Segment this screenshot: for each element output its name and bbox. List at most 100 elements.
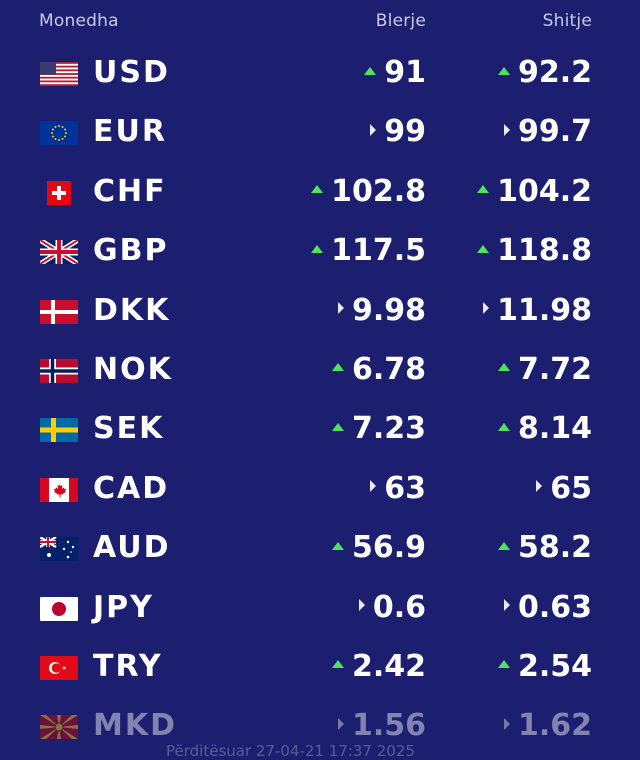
trend-unchanged-icon xyxy=(337,302,344,315)
trend-up-icon xyxy=(497,660,510,669)
trend-unchanged-icon xyxy=(503,717,510,730)
currency-row-mkd: MKD 1.56 1.62 xyxy=(0,697,640,756)
trend-unchanged-icon xyxy=(503,599,510,612)
sell-rate-value: 92.2 xyxy=(517,55,592,90)
currency-row-usd: USD 91 92.2 xyxy=(0,44,640,103)
sell-rate-value: 65 xyxy=(550,470,592,506)
sell-rate-value: 7.72 xyxy=(517,351,592,387)
trend-up-icon xyxy=(497,541,510,550)
sell-rate: 0.63 xyxy=(503,589,592,625)
currency-code: GBP xyxy=(93,233,169,269)
trend-up-icon xyxy=(497,363,510,372)
se-flag-icon xyxy=(40,418,78,443)
currency-code: AUD xyxy=(93,530,171,566)
currency-code: MKD xyxy=(93,708,178,744)
mk-flag-icon xyxy=(40,715,78,740)
trend-up-icon xyxy=(477,244,490,253)
currency-code: CHF xyxy=(93,173,167,209)
currency-row-sek: SEK 7.23 8.14 xyxy=(0,400,640,459)
currency-code: USD xyxy=(93,55,170,90)
sell-rate-value: 118.8 xyxy=(497,233,592,269)
buy-rate: 63 xyxy=(370,471,426,506)
currency-column-header: Monedha xyxy=(39,11,119,31)
currency-row-dkk: DKK 9.98 11.98 xyxy=(0,282,640,341)
gb-flag-icon xyxy=(40,240,78,265)
sell-rate: 104.2 xyxy=(477,174,592,209)
currency-row-aud: AUD 56.9 58.2 xyxy=(0,519,640,578)
trend-unchanged-icon xyxy=(370,123,377,136)
sell-rate: 11.98 xyxy=(483,293,592,328)
trend-up-icon xyxy=(364,66,377,75)
no-flag-icon xyxy=(40,358,78,383)
buy-rate-value: 56.9 xyxy=(351,530,426,566)
trend-unchanged-icon xyxy=(370,480,377,493)
currency-row-nok: NOK 6.78 7.72 xyxy=(0,341,640,400)
trend-up-icon xyxy=(497,66,510,75)
sell-rate: 65 xyxy=(536,471,592,506)
trend-up-icon xyxy=(331,541,344,550)
buy-rate-value: 9.98 xyxy=(351,292,426,328)
trend-up-icon xyxy=(331,363,344,372)
sell-rate: 8.14 xyxy=(497,411,592,447)
sell-rate: 118.8 xyxy=(477,233,592,268)
dk-flag-icon xyxy=(40,299,78,324)
buy-rate-value: 117.5 xyxy=(331,233,426,269)
buy-rate-value: 0.6 xyxy=(372,589,426,625)
trend-up-icon xyxy=(311,185,324,194)
sell-rate-value: 104.2 xyxy=(497,173,592,209)
ch-flag-icon xyxy=(40,180,78,205)
buy-column-header: Blerje xyxy=(375,11,426,31)
sell-rate: 58.2 xyxy=(497,530,592,566)
buy-rate-value: 99 xyxy=(384,114,426,150)
currency-code: SEK xyxy=(93,411,165,447)
buy-rate-value: 102.8 xyxy=(331,173,426,209)
buy-rate: 99 xyxy=(370,114,426,149)
buy-rate: 9.98 xyxy=(337,292,426,328)
buy-rate-value: 7.23 xyxy=(351,411,426,447)
sell-rate-value: 8.14 xyxy=(517,411,592,447)
trend-unchanged-icon xyxy=(503,123,510,136)
buy-rate: 6.78 xyxy=(331,352,426,387)
trend-up-icon xyxy=(331,422,344,431)
sell-column-header: Shitje xyxy=(542,11,592,31)
last-updated-text: Përditësuar 27-04-21 17:37 2025 xyxy=(166,742,415,760)
trend-up-icon xyxy=(311,244,324,253)
currency-code: TRY xyxy=(93,648,163,684)
trend-unchanged-icon xyxy=(536,480,543,493)
currency-row-cad: CAD 63 65 xyxy=(0,460,640,519)
jp-flag-icon xyxy=(40,596,78,621)
buy-rate: 102.8 xyxy=(311,174,426,209)
eu-flag-icon xyxy=(40,121,78,146)
currency-code: JPY xyxy=(93,589,154,625)
sell-rate: 1.62 xyxy=(503,708,592,744)
sell-rate-value: 58.2 xyxy=(517,530,592,566)
sell-rate-value: 2.54 xyxy=(517,648,592,684)
trend-up-icon xyxy=(331,660,344,669)
trend-up-icon xyxy=(497,422,510,431)
rates-table: USD 91 92.2 EUR 99 99.7 CHF 102.8 104.2 GBP 117.5 1… xyxy=(0,44,640,757)
trend-unchanged-icon xyxy=(358,599,365,612)
currency-row-gbp: GBP 117.5 118.8 xyxy=(0,222,640,281)
au-flag-icon xyxy=(40,537,78,562)
trend-unchanged-icon xyxy=(337,717,344,730)
currency-code: CAD xyxy=(93,470,170,506)
ca-flag-icon xyxy=(40,477,78,502)
trend-unchanged-icon xyxy=(483,302,490,315)
currency-code: EUR xyxy=(93,114,167,150)
sell-rate-value: 0.63 xyxy=(517,589,592,625)
us-flag-icon xyxy=(40,62,78,86)
currency-code: DKK xyxy=(93,292,171,328)
buy-rate-value: 91 xyxy=(384,55,426,90)
tr-flag-icon xyxy=(40,655,78,680)
currency-row-jpy: JPY 0.6 0.63 xyxy=(0,579,640,638)
buy-rate: 91 xyxy=(364,55,426,90)
buy-rate: 56.9 xyxy=(331,530,426,566)
sell-rate: 7.72 xyxy=(497,351,592,387)
buy-rate: 0.6 xyxy=(358,589,426,625)
sell-rate-value: 99.7 xyxy=(517,114,592,150)
sell-rate-value: 1.62 xyxy=(517,708,592,744)
buy-rate: 117.5 xyxy=(311,233,426,268)
buy-rate-value: 2.42 xyxy=(351,648,426,684)
sell-rate: 92.2 xyxy=(497,55,592,90)
buy-rate: 1.56 xyxy=(337,708,426,743)
